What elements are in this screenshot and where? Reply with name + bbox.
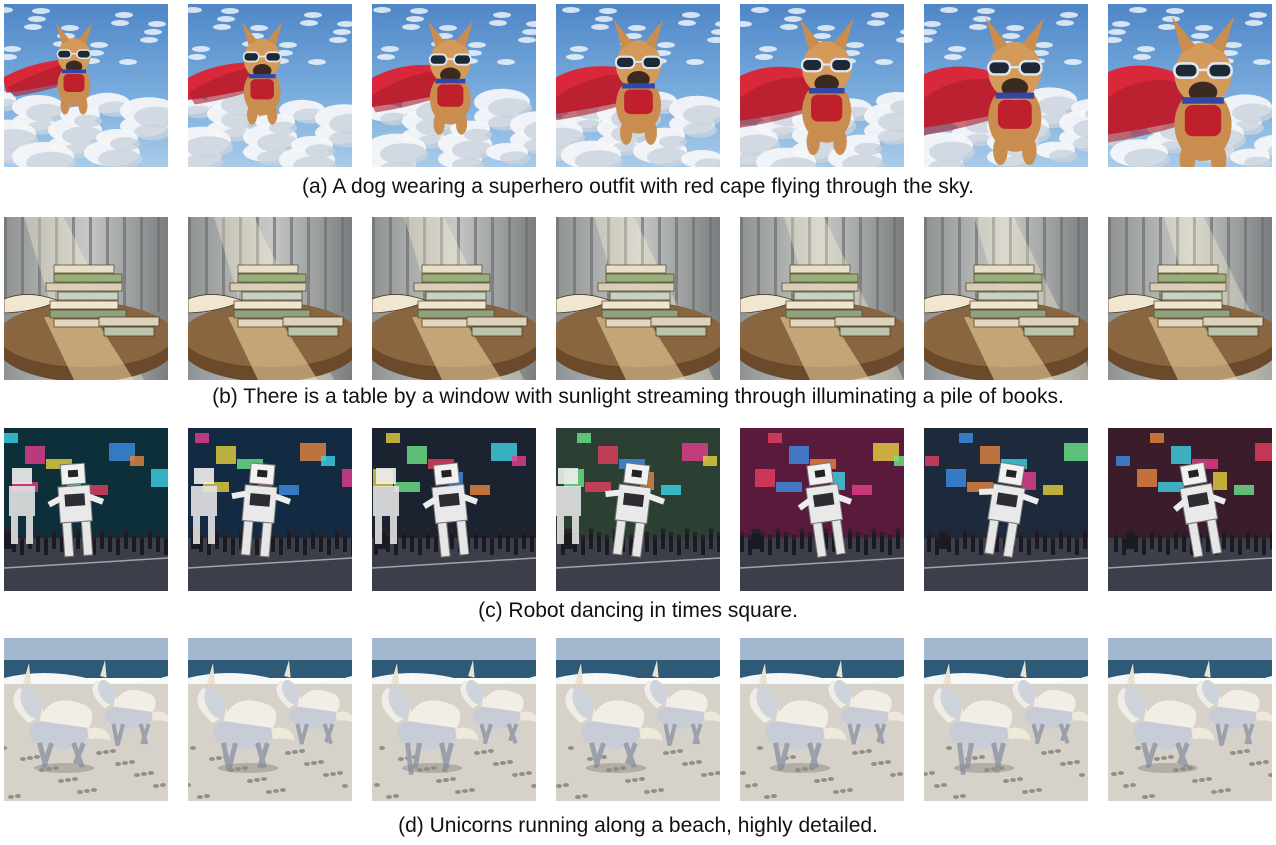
robot-frame-1 (4, 428, 168, 591)
unicorns-frame-2 (188, 638, 352, 801)
robot-frame-7 (1108, 428, 1272, 591)
unicorns-frame-3 (372, 638, 536, 801)
dog-frame-4 (556, 4, 720, 167)
robot-frame-4 (556, 428, 720, 591)
caption-dog: (a) A dog wearing a superhero outfit wit… (302, 175, 974, 198)
dog-frame-2 (188, 4, 352, 167)
dog-frame-5 (740, 4, 904, 167)
caption-books: (b) There is a table by a window with su… (212, 385, 1064, 408)
books-frame-7 (1108, 217, 1272, 380)
robot-frame-5 (740, 428, 904, 591)
robot-frame-6 (924, 428, 1088, 591)
books-frame-3 (372, 217, 536, 380)
dog-frame-6 (924, 4, 1088, 167)
frame-strip-dog (0, 4, 1276, 167)
unicorns-frame-1 (4, 638, 168, 801)
frame-strip-robot (0, 428, 1276, 591)
robot-frame-3 (372, 428, 536, 591)
unicorns-frame-4 (556, 638, 720, 801)
caption-robot: (c) Robot dancing in times square. (478, 599, 798, 622)
books-frame-2 (188, 217, 352, 380)
books-frame-5 (740, 217, 904, 380)
dog-frame-1 (4, 4, 168, 167)
unicorns-frame-7 (1108, 638, 1272, 801)
books-frame-4 (556, 217, 720, 380)
unicorns-frame-6 (924, 638, 1088, 801)
books-frame-1 (4, 217, 168, 380)
books-frame-6 (924, 217, 1088, 380)
unicorns-frame-5 (740, 638, 904, 801)
frame-strip-unicorns (0, 638, 1276, 801)
frame-strip-books (0, 217, 1276, 380)
dog-frame-3 (372, 4, 536, 167)
robot-frame-2 (188, 428, 352, 591)
dog-frame-7 (1108, 4, 1272, 167)
caption-unicorns: (d) Unicorns running along a beach, high… (398, 814, 878, 837)
